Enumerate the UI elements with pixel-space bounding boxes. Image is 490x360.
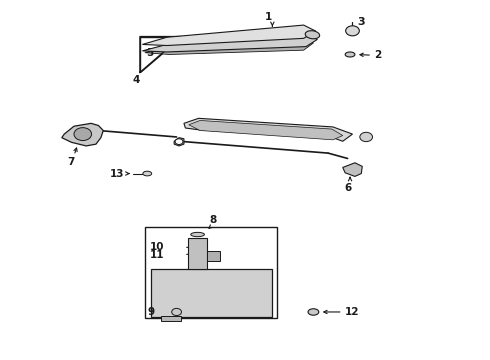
Text: 9: 9 xyxy=(147,307,154,317)
Polygon shape xyxy=(189,121,343,140)
Text: 11: 11 xyxy=(150,249,164,260)
Bar xyxy=(188,238,207,269)
Text: 2: 2 xyxy=(374,50,382,60)
Polygon shape xyxy=(140,37,181,72)
Text: 8: 8 xyxy=(210,215,217,225)
Bar xyxy=(145,226,277,318)
Circle shape xyxy=(172,309,181,316)
Text: 1: 1 xyxy=(265,12,272,22)
Polygon shape xyxy=(62,123,103,146)
Bar xyxy=(161,316,180,321)
Circle shape xyxy=(74,128,92,140)
Polygon shape xyxy=(343,163,362,176)
Text: 6: 6 xyxy=(344,183,351,193)
Circle shape xyxy=(175,139,183,144)
Text: 12: 12 xyxy=(345,307,360,317)
Text: 5: 5 xyxy=(146,48,153,58)
Bar xyxy=(207,251,220,261)
Text: 10: 10 xyxy=(150,242,164,252)
Text: 3: 3 xyxy=(357,17,365,27)
Text: 13: 13 xyxy=(110,168,124,179)
Polygon shape xyxy=(145,37,314,54)
Ellipse shape xyxy=(305,31,319,39)
Ellipse shape xyxy=(345,52,355,57)
Ellipse shape xyxy=(143,171,152,176)
Polygon shape xyxy=(174,138,184,146)
Ellipse shape xyxy=(191,232,204,237)
Circle shape xyxy=(345,26,359,36)
Circle shape xyxy=(360,132,372,141)
Polygon shape xyxy=(143,33,318,52)
Bar xyxy=(151,269,272,317)
Polygon shape xyxy=(143,25,316,45)
Polygon shape xyxy=(184,118,352,141)
Text: 4: 4 xyxy=(133,75,140,85)
Text: 7: 7 xyxy=(67,157,74,167)
Ellipse shape xyxy=(308,309,319,315)
